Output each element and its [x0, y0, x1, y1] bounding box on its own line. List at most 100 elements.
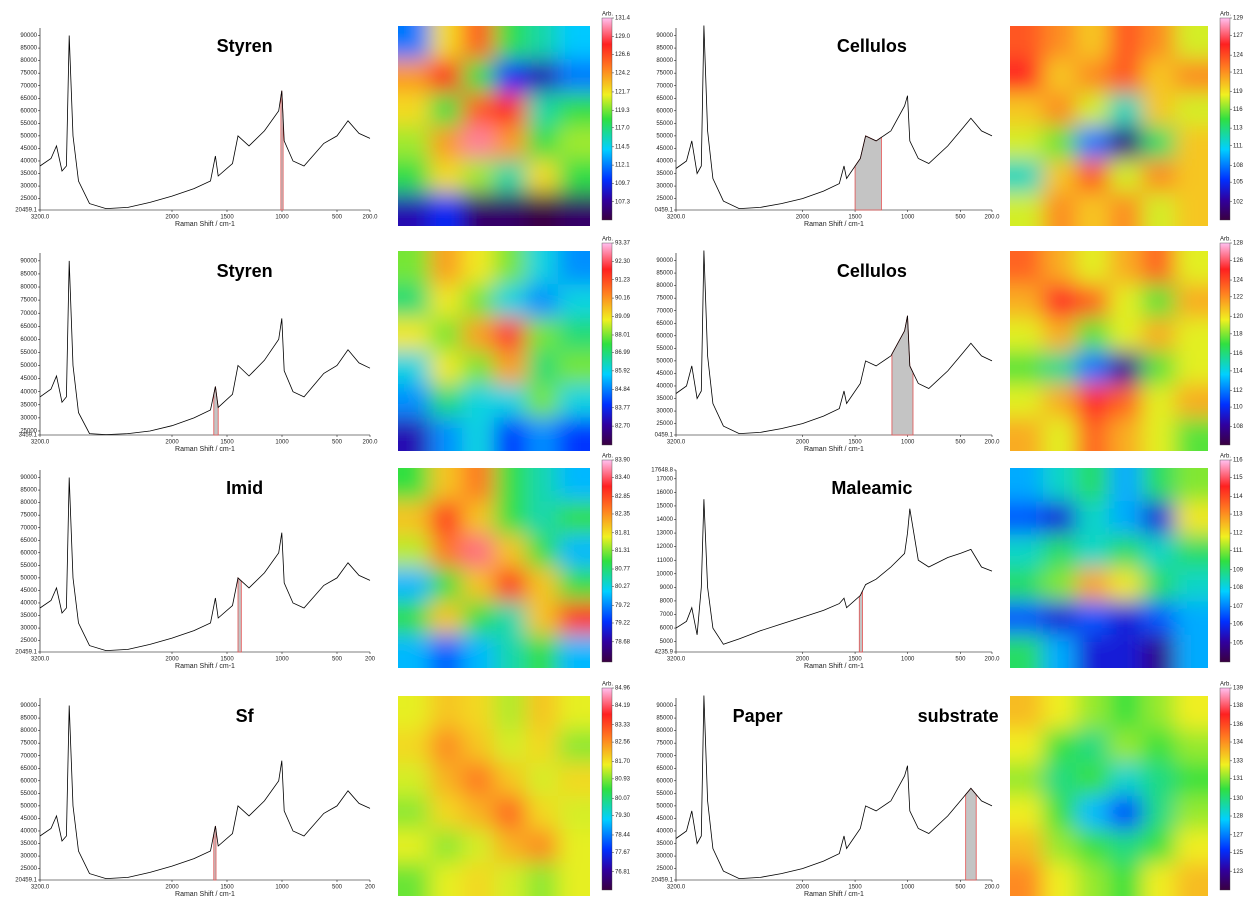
- heat-cell: [1142, 26, 1176, 60]
- heat-cell: [462, 92, 495, 127]
- heatmap-cells: [398, 26, 590, 226]
- heat-cell: [494, 159, 527, 194]
- spectrum-line: [39, 477, 371, 652]
- heat-cell: [462, 351, 495, 385]
- heat-cell: [1010, 501, 1044, 536]
- heat-cell: [430, 26, 463, 60]
- heat-cell: [430, 601, 463, 636]
- heat-cell: [494, 317, 527, 352]
- heat-cell: [1010, 59, 1044, 94]
- heat-cell: [1109, 192, 1143, 226]
- heat-cell: [430, 862, 463, 896]
- heat-cell: [494, 192, 527, 226]
- heat-cell: [526, 862, 559, 896]
- heat-cell: [1010, 862, 1044, 896]
- heat-cell: [1175, 534, 1208, 569]
- colorbar-tick-label: 139.5: [1233, 686, 1243, 692]
- colorbar: [1219, 242, 1231, 446]
- heat-cell: [398, 634, 431, 668]
- colorbar-tick-label: 127.3: [1233, 33, 1243, 39]
- heat-cell: [1010, 26, 1044, 60]
- heatmap-cells: [398, 696, 590, 896]
- y-tick-label: 45000: [656, 816, 673, 822]
- heat-cell: [430, 92, 463, 127]
- x-tick-label: 500: [332, 215, 343, 221]
- y-tick-label: 80000: [656, 728, 673, 734]
- heat-cell: [1010, 92, 1044, 127]
- heat-cell: [462, 26, 495, 60]
- heat-cell: [558, 92, 590, 127]
- heat-cell: [1142, 351, 1176, 385]
- colorbar-tick-label: 138.0: [1233, 703, 1243, 709]
- colorbar-tick-label: 131.8: [1233, 776, 1243, 782]
- heatmap: [398, 696, 590, 896]
- x-tick-label: 2000: [165, 440, 179, 446]
- heat-cell: [1010, 384, 1044, 419]
- y-tick-label: 17000: [656, 476, 673, 482]
- heat-cell: [1076, 92, 1110, 127]
- heatmap-cells: [1010, 696, 1208, 896]
- heat-cell: [558, 829, 590, 864]
- x-tick-label: 500: [332, 440, 343, 446]
- y-tick-label: 25000: [20, 196, 37, 202]
- heat-cell: [1043, 317, 1077, 352]
- heatmap: [398, 26, 590, 226]
- heat-cell: [494, 284, 527, 319]
- x-tick-label: 1500: [848, 215, 862, 221]
- colorbar-tick-label: 109.8: [1233, 567, 1243, 573]
- heat-cell: [430, 159, 463, 194]
- y-tick-label: 90000: [20, 258, 37, 264]
- heat-cell: [1175, 384, 1208, 419]
- y-tick-label: 20459.1: [651, 878, 673, 884]
- colorbar-tick-label: 84.84: [615, 387, 631, 393]
- heat-cell: [1076, 251, 1110, 285]
- y-tick-label: 45000: [656, 371, 673, 377]
- colorbar-tick-label: 84.96: [615, 686, 631, 692]
- colorbar-tick-label: 93.37: [615, 241, 631, 247]
- spectrum-line: [39, 705, 371, 880]
- heat-cell: [1043, 762, 1077, 797]
- heat-cell: [1142, 384, 1176, 419]
- heat-cell: [494, 417, 527, 451]
- heat-cell: [1175, 317, 1208, 352]
- heat-cell: [558, 468, 590, 502]
- heat-cell: [1109, 601, 1143, 636]
- heat-cell: [494, 59, 527, 94]
- x-axis-label: Raman Shift / cm-1: [804, 891, 864, 898]
- y-tick-label: 55000: [656, 791, 673, 797]
- heat-cell: [526, 762, 559, 797]
- colorbar-tick-label: 123.9: [1233, 869, 1243, 875]
- y-tick-label: 16000: [656, 490, 673, 496]
- colorbar-tick-label: 111.0: [1233, 548, 1243, 554]
- heatmap: [1010, 468, 1208, 668]
- colorbar-label: Arb.: [602, 454, 613, 460]
- heat-cell: [558, 862, 590, 896]
- heat-cell: [558, 126, 590, 160]
- heat-cell: [1076, 284, 1110, 319]
- y-tick-label: 4235.9: [655, 650, 674, 656]
- panel-title: Cellulos: [837, 36, 907, 56]
- heat-cell: [1142, 92, 1176, 127]
- heat-cell: [462, 159, 495, 194]
- y-tick-label: 25000: [20, 429, 37, 435]
- heat-cell: [398, 601, 431, 636]
- colorbar-tick-label: 126.6: [615, 52, 631, 58]
- x-tick-label: 500: [955, 885, 966, 891]
- heat-cell: [398, 534, 431, 569]
- heat-cell: [1076, 762, 1110, 797]
- y-tick-label: 8000: [660, 599, 674, 605]
- colorbar-tick-label: 120.6: [1233, 314, 1243, 320]
- heat-cell: [1175, 829, 1208, 864]
- heat-cell: [526, 251, 559, 285]
- x-tick-label: 500: [332, 657, 343, 663]
- heat-cell: [1043, 26, 1077, 60]
- colorbar-tick-label: 127.0: [1233, 832, 1243, 838]
- y-tick-label: 90000: [656, 703, 673, 709]
- heat-cell: [1010, 351, 1044, 385]
- heat-cell: [558, 634, 590, 668]
- heat-cell: [526, 384, 559, 419]
- panel-title: Maleamic: [831, 478, 912, 498]
- heat-cell: [526, 351, 559, 385]
- y-tick-label: 70000: [656, 308, 673, 314]
- y-tick-label: 40000: [20, 389, 37, 395]
